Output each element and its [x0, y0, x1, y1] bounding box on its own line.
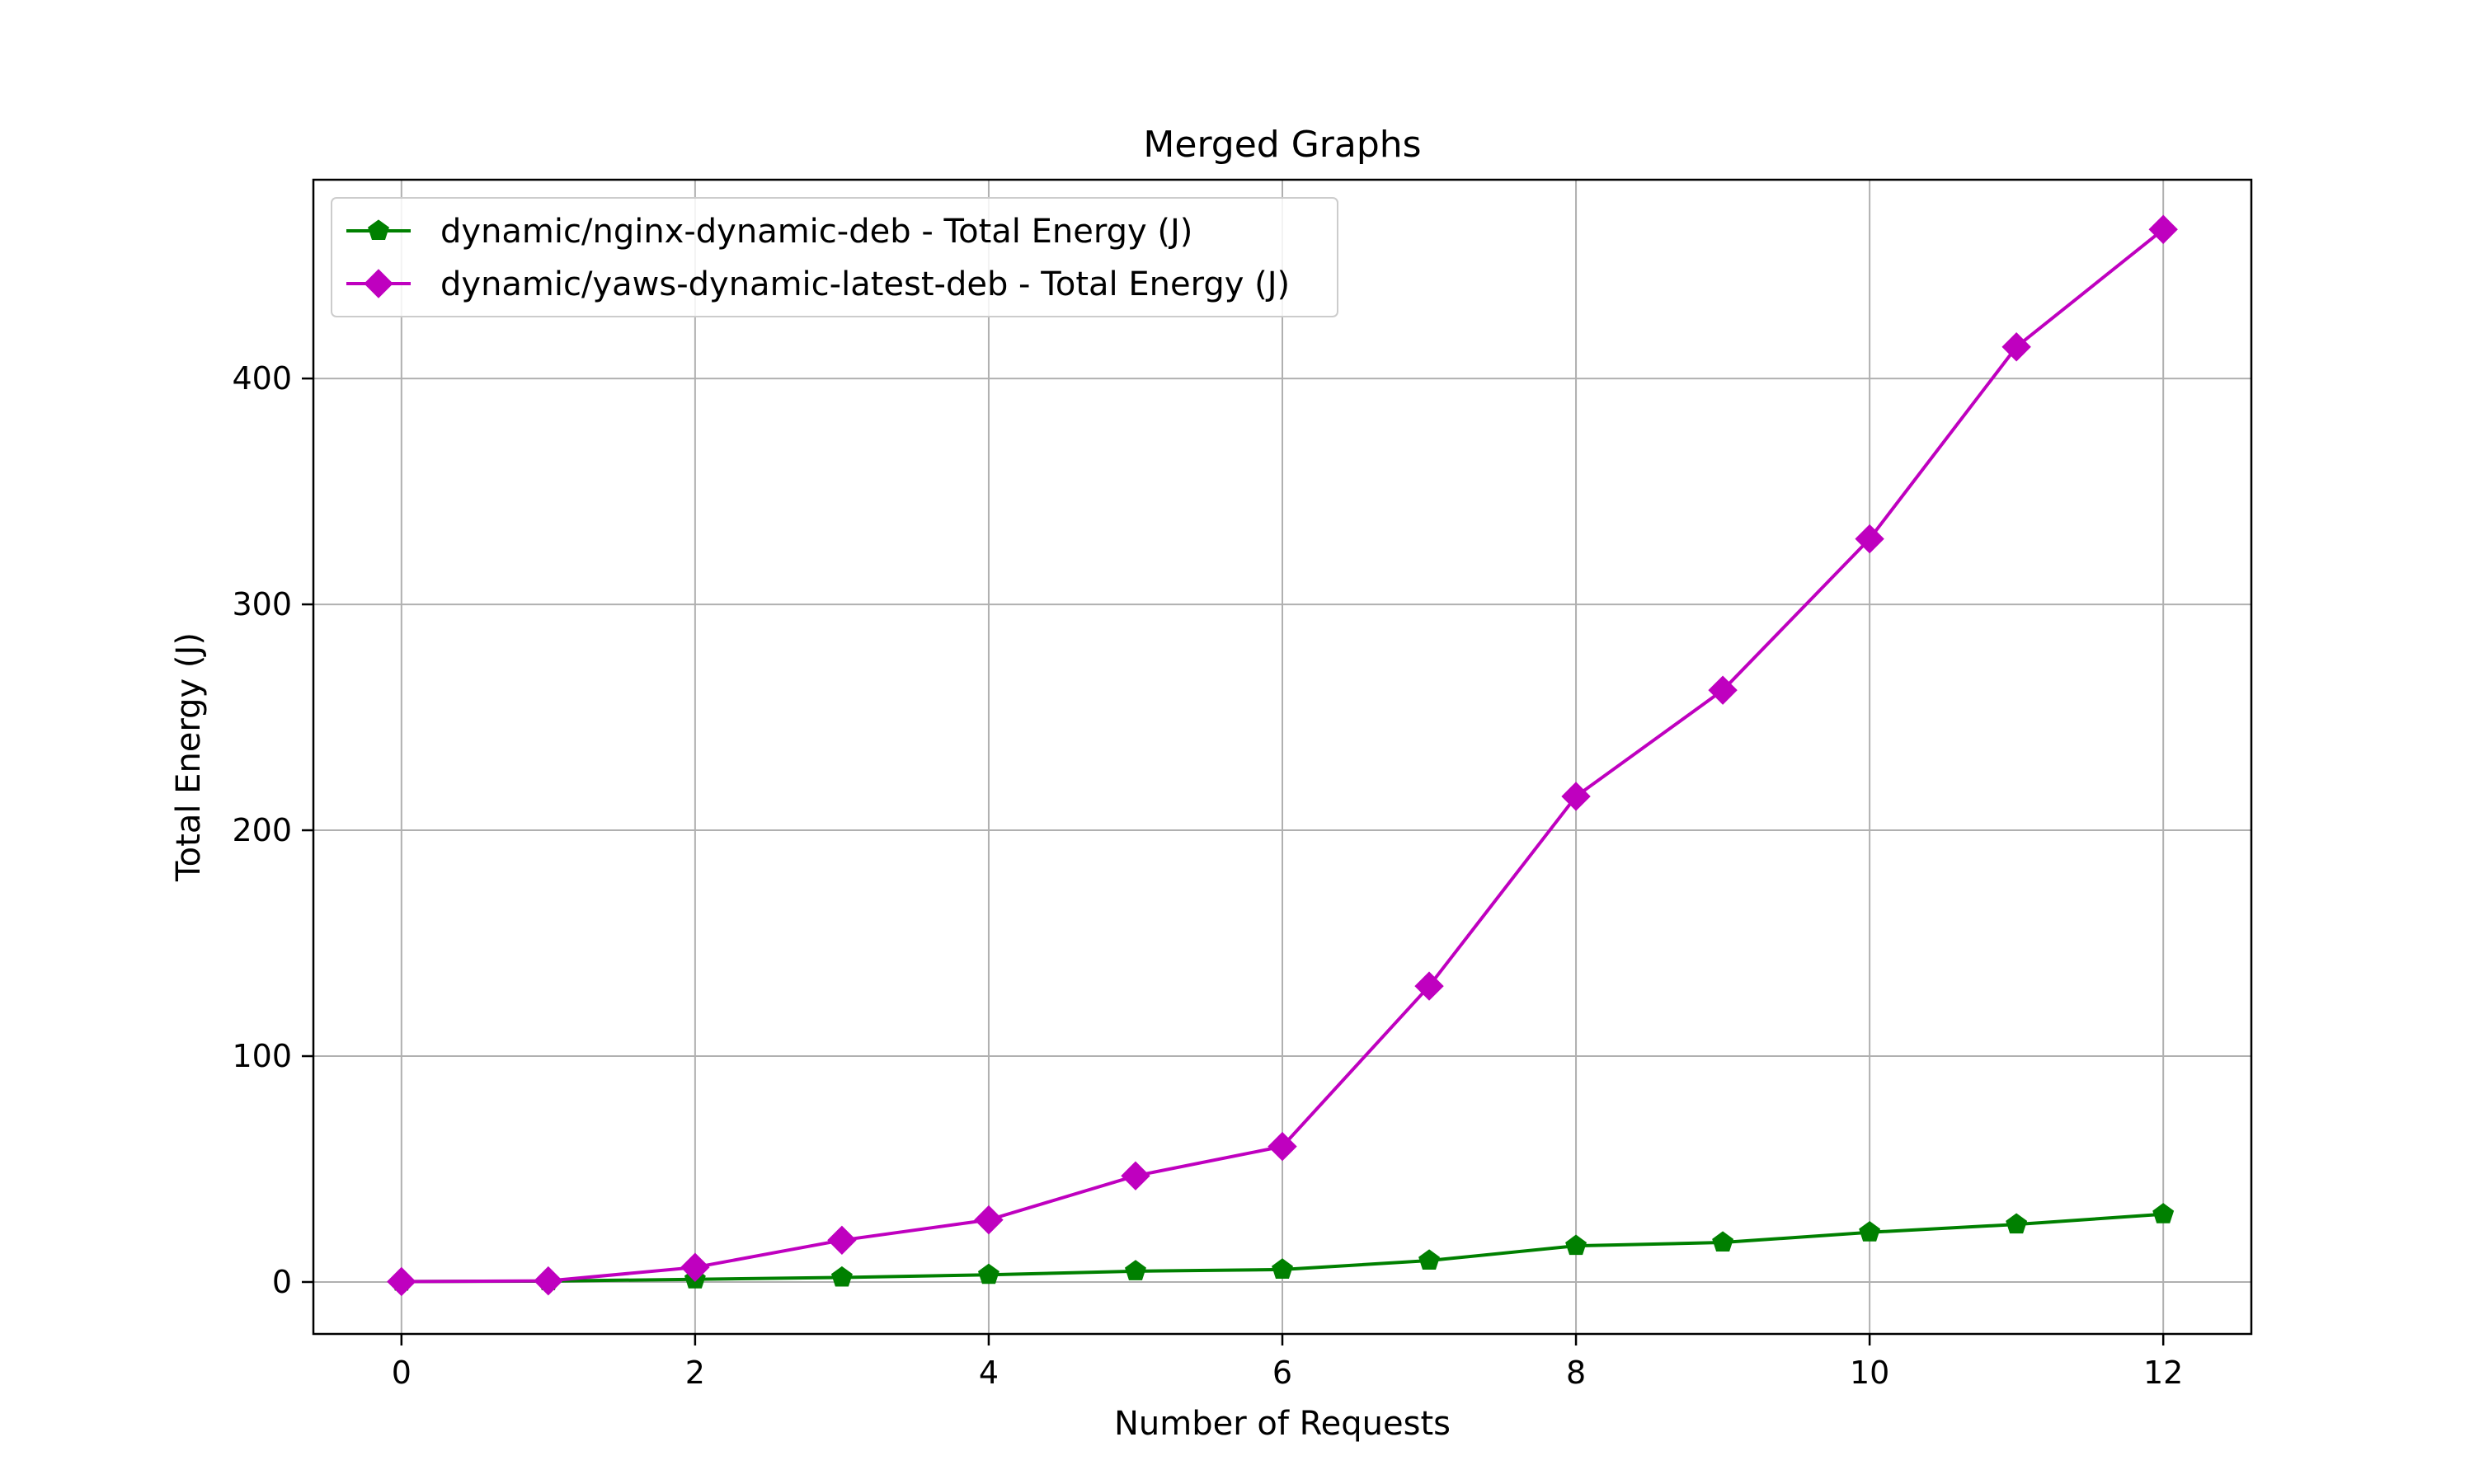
y-tick-label-2: 200	[232, 812, 292, 848]
x-tick-label-2: 4	[979, 1355, 999, 1391]
series-0-point-11	[2006, 1213, 2028, 1234]
series-1-point-10	[1855, 524, 1884, 554]
series-0-point-4	[977, 1263, 999, 1284]
series-1-point-0	[387, 1266, 416, 1297]
ticks: 0 2 4 6 8 10 12 0 100 200 300 400	[232, 360, 2183, 1391]
series-0-point-10	[1859, 1221, 1881, 1242]
series-0-point-5	[1125, 1260, 1146, 1280]
y-tick-label-0: 0	[272, 1264, 292, 1300]
y-tick-label-1: 100	[232, 1038, 292, 1074]
series-0-point-9	[1712, 1231, 1734, 1252]
series-1-point-5	[1121, 1161, 1150, 1190]
series-0-point-3	[830, 1266, 853, 1287]
x-tick-label-5: 10	[1850, 1355, 1889, 1391]
x-tick-label-4: 8	[1566, 1355, 1586, 1391]
series-1-point-7	[1414, 971, 1444, 1001]
x-tick-label-0: 0	[392, 1355, 412, 1391]
series-1-point-3	[827, 1225, 857, 1256]
x-axis-label: Number of Requests	[1114, 1405, 1451, 1443]
series-1	[387, 214, 2178, 1297]
series-0-point-6	[1272, 1258, 1293, 1279]
y-tick-label-3: 300	[232, 586, 292, 622]
y-axis-label: Total Energy (J)	[170, 632, 208, 882]
x-tick-label-6: 12	[2143, 1355, 2183, 1391]
legend-label-1: dynamic/yaws-dynamic-latest-deb - Total …	[440, 265, 1290, 303]
series-0-point-7	[1418, 1249, 1440, 1270]
grid	[313, 180, 2251, 1334]
series-1-point-8	[1561, 782, 1591, 811]
legend: dynamic/nginx-dynamic-deb - Total Energy…	[331, 197, 1338, 317]
series-layer	[387, 214, 2178, 1297]
legend-label-0: dynamic/nginx-dynamic-deb - Total Energy…	[440, 213, 1192, 251]
legend-marker-1	[364, 269, 393, 298]
series-1-point-11	[2001, 332, 2031, 362]
x-tick-label-1: 2	[685, 1355, 705, 1391]
series-1-point-12	[2148, 214, 2178, 244]
legend-marker-0	[368, 219, 389, 241]
chart-title: Merged Graphs	[1143, 124, 1421, 166]
series-1-point-9	[1708, 675, 1738, 705]
series-1-point-6	[1268, 1131, 1297, 1162]
series-1-point-1	[534, 1266, 563, 1296]
series-0-point-12	[2152, 1203, 2175, 1223]
series-1-point-4	[974, 1205, 1004, 1235]
legend-box	[331, 197, 1338, 317]
x-tick-label-3: 6	[1272, 1355, 1292, 1391]
series-1-point-2	[680, 1252, 710, 1282]
y-tick-label-4: 400	[232, 360, 292, 397]
series-0-point-8	[1565, 1234, 1587, 1256]
